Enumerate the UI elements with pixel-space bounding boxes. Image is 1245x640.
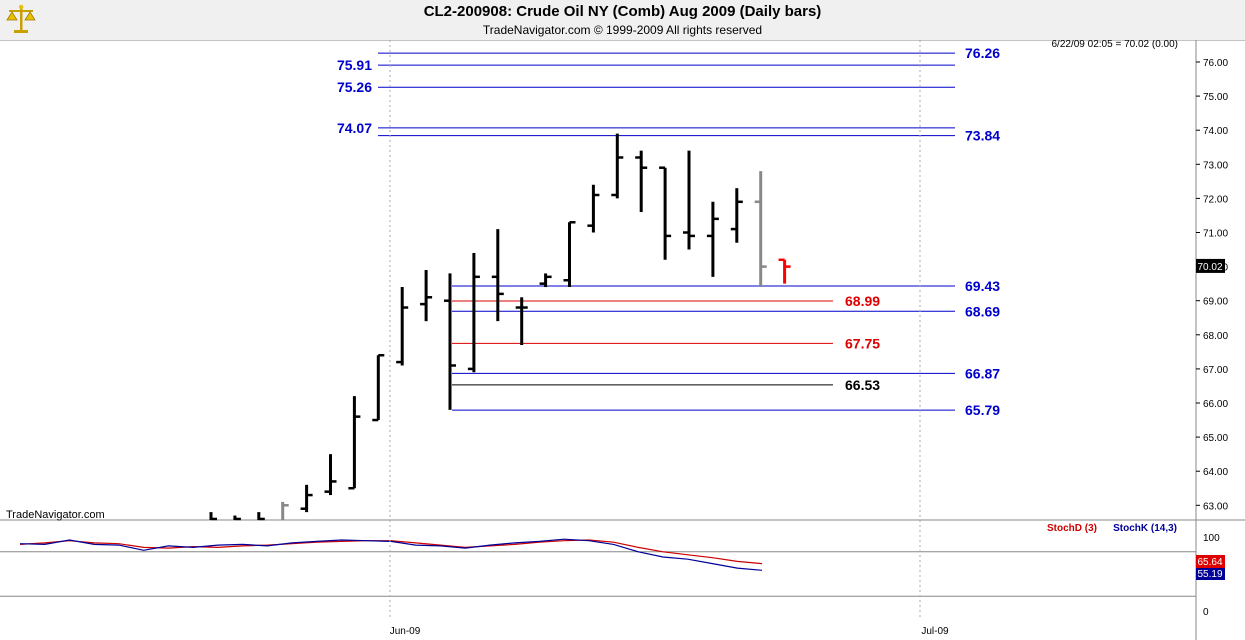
- ohlc-bar: [587, 184, 600, 233]
- stochk-legend: StochK (14,3): [1113, 523, 1177, 534]
- stoch-tick-label: 100: [1203, 533, 1220, 544]
- y-tick-label: 68.00: [1203, 331, 1228, 342]
- price-y-axis: 76.0075.0074.0073.0072.0071.0070.0069.00…: [1196, 58, 1228, 512]
- level-label: 74.07: [337, 120, 372, 136]
- ohlc-bar: [467, 252, 480, 373]
- level-label: 75.91: [337, 57, 372, 73]
- chart-header: CL2-200908: Crude Oil NY (Comb) Aug 2009…: [0, 0, 1245, 40]
- y-tick-label: 67.00: [1203, 365, 1228, 376]
- y-tick-label: 74.00: [1203, 126, 1228, 137]
- watermark-text: TradeNavigator.com: [6, 509, 105, 521]
- y-tick-label: 69.00: [1203, 297, 1228, 308]
- last-price-label: 70.02: [1196, 258, 1225, 273]
- ohlc-bar: [730, 188, 743, 243]
- y-tick-label: 63.00: [1203, 501, 1228, 512]
- stochd-badge: 65.64: [1197, 557, 1222, 568]
- y-tick-label: 65.00: [1203, 433, 1228, 444]
- level-label: 76.26: [965, 45, 1000, 61]
- ohlc-bar: [257, 512, 265, 521]
- y-tick-label: 72.00: [1203, 194, 1228, 205]
- ohlc-bar: [683, 150, 695, 250]
- ohlc-bar: [515, 297, 528, 346]
- y-tick-label: 73.00: [1203, 160, 1228, 171]
- ohlc-bar: [300, 484, 313, 513]
- stoch-reference-lines: [0, 551, 1196, 597]
- ohlc-bar: [233, 515, 241, 521]
- ohlc-bar: [563, 221, 576, 288]
- stochd-line: [19, 539, 763, 565]
- ohlc-bar: [348, 396, 361, 490]
- stoch-tick-label: 0: [1203, 607, 1209, 618]
- chart-title: CL2-200908: Crude Oil NY (Comb) Aug 2009…: [423, 3, 822, 20]
- ohlc-bar: [611, 133, 624, 199]
- ohlc-bar: [491, 229, 504, 322]
- support-resistance-levels: 76.26 75.91 75.26 74.07 73.84 69.43 68.99 68.69…: [337, 45, 1000, 418]
- ohlc-bar: [396, 287, 409, 366]
- ohlc-bar: [778, 258, 791, 284]
- level-label: 69.43: [965, 278, 1000, 294]
- y-tick-label: 64.00: [1203, 467, 1228, 478]
- ohlc-bar: [372, 354, 385, 422]
- copyright-text: TradeNavigator.com © 1999-2009 All right…: [482, 23, 763, 37]
- ohlc-bar: [444, 273, 456, 410]
- ohlc-bar: [659, 166, 672, 260]
- level-label: 65.79: [965, 402, 1000, 418]
- ohlc-bar: [754, 171, 767, 288]
- y-tick-label: 75.00: [1203, 92, 1228, 103]
- stochk-line: [19, 538, 763, 571]
- scales-of-justice-icon: [6, 4, 36, 33]
- y-tick-label: 71.00: [1203, 229, 1228, 240]
- indicator-panel[interactable]: StochD (3) StochK (14,3) 100500 65.64 55…: [0, 523, 1225, 618]
- ohlc-bar: [281, 501, 289, 520]
- y-tick-label: 76.00: [1203, 58, 1228, 69]
- x-label-jul: Jul-09: [921, 626, 949, 637]
- stochk-badge: 55.19: [1197, 569, 1222, 580]
- ohlc-bar: [209, 512, 217, 521]
- x-label-jun: Jun-09: [390, 626, 421, 637]
- ohlc-bar: [324, 454, 337, 496]
- level-label: 75.26: [337, 79, 372, 95]
- ohlc-bars: [209, 133, 791, 521]
- x-axis: Jun-09 Jul-09: [389, 40, 949, 637]
- level-label: 73.84: [965, 128, 1000, 144]
- level-label: 66.53: [845, 377, 880, 393]
- last-price-text: 70.02: [1197, 262, 1222, 273]
- y-tick-label: 66.00: [1203, 399, 1228, 410]
- price-panel[interactable]: 6/22/09 02:05 = 70.02 (0.00) TradeNaviga…: [0, 40, 1245, 640]
- ohlc-bar: [539, 273, 552, 288]
- status-text: 6/22/09 02:05 = 70.02 (0.00): [1052, 40, 1179, 50]
- level-label: 68.99: [845, 293, 880, 309]
- level-label: 67.75: [845, 335, 880, 351]
- ohlc-bar: [706, 201, 719, 277]
- ohlc-bar: [635, 150, 648, 213]
- ohlc-bar: [420, 270, 433, 322]
- stoch-value-badges: 65.64 55.19: [1196, 555, 1225, 580]
- level-label: 66.87: [965, 365, 1000, 381]
- level-label: 68.69: [965, 303, 1000, 319]
- stochd-legend: StochD (3): [1047, 523, 1097, 534]
- chart-area[interactable]: 6/22/09 02:05 = 70.02 (0.00) TradeNaviga…: [0, 40, 1245, 640]
